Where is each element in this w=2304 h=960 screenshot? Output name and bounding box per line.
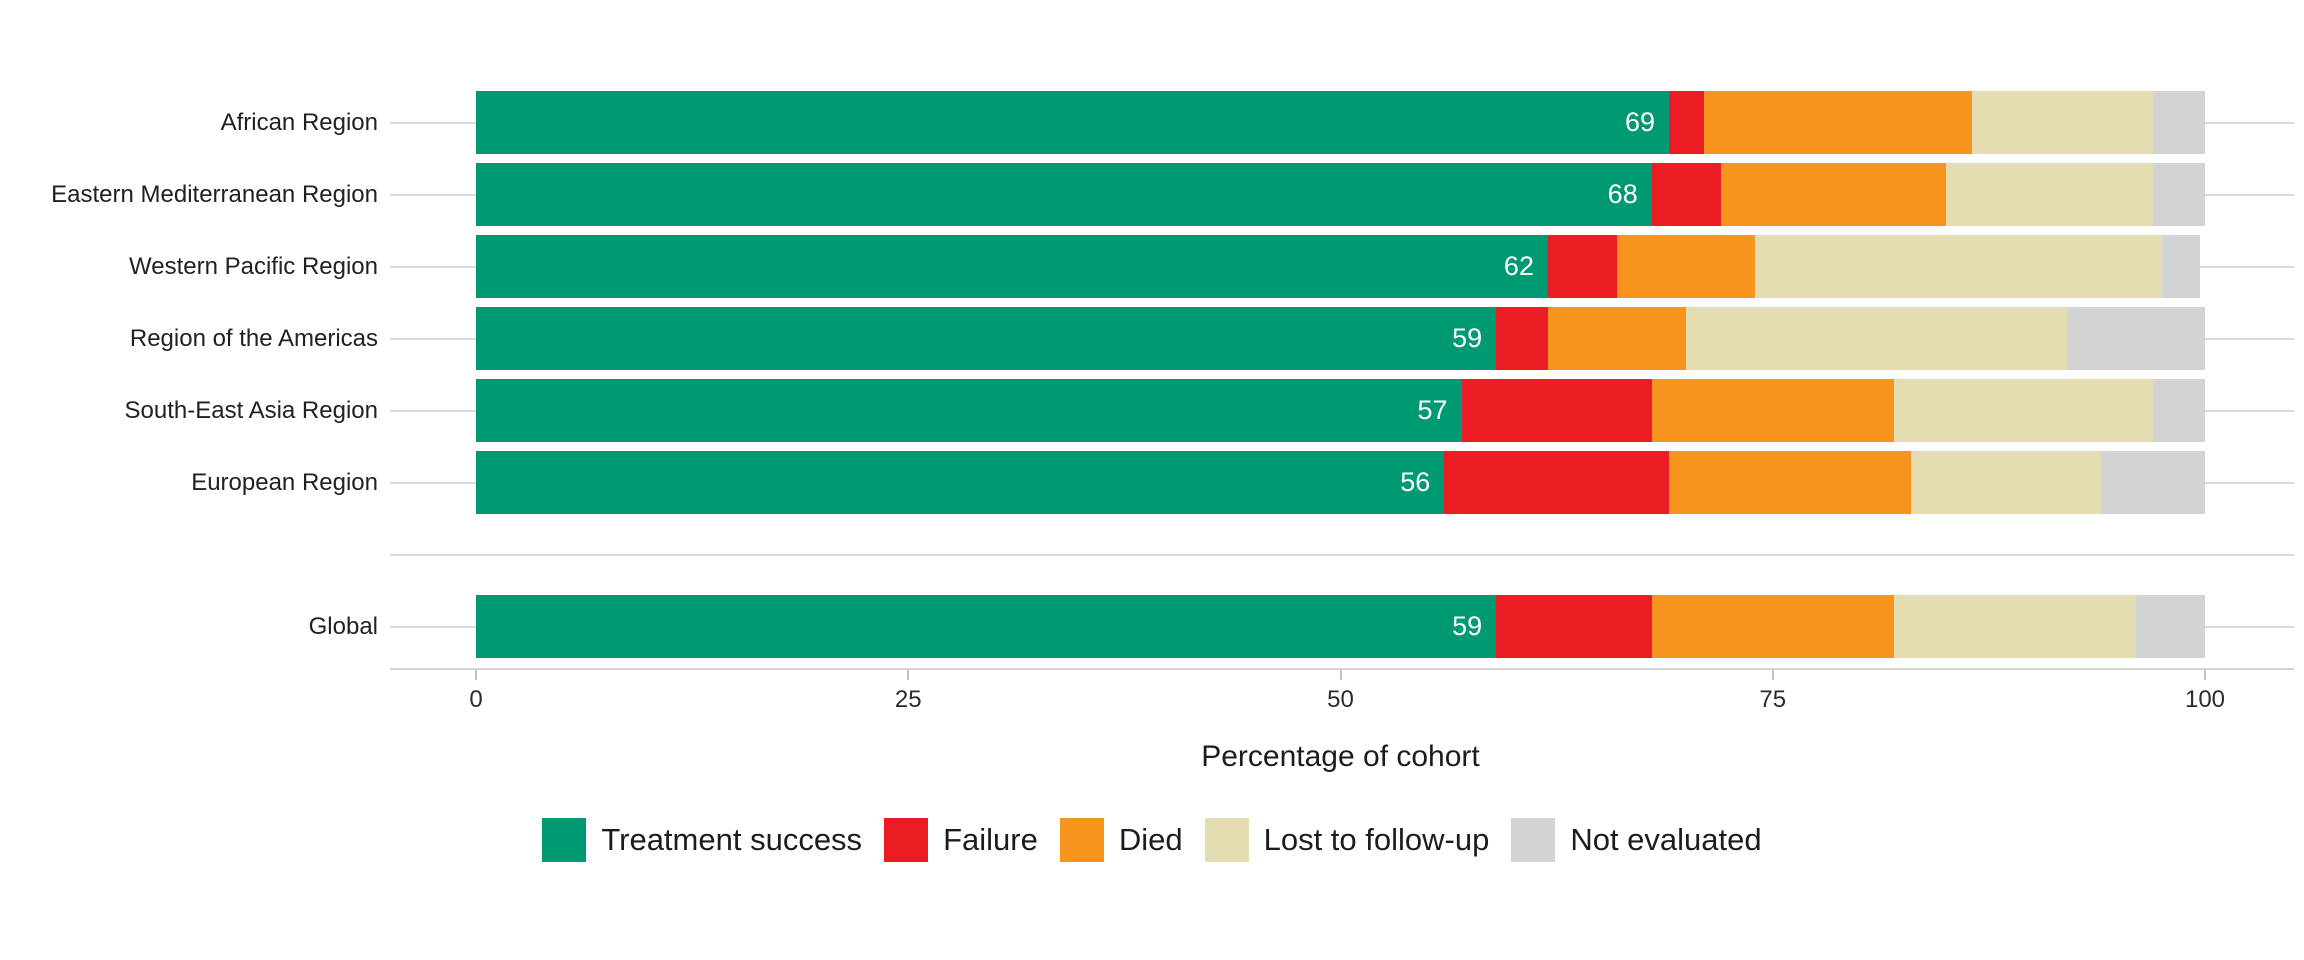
- category-label-south-east-asia-region: South-East Asia Region: [124, 397, 379, 424]
- x-tick-label: 100: [2184, 686, 2226, 713]
- x-tick-mark: [475, 670, 477, 680]
- bar-segment-treatment-success: [476, 235, 1548, 298]
- legend-item-lost-to-follow-up: Lost to follow-up: [1204, 818, 1490, 862]
- legend-label-treatment-success: Treatment success: [601, 822, 863, 857]
- legend-label-lost-to-follow-up: Lost to follow-up: [1263, 822, 1490, 857]
- legend-swatch-treatment-success: [542, 818, 587, 862]
- x-tick-mark: [2204, 670, 2206, 680]
- bar-segment-lost-to-follow-up: [1755, 235, 2162, 298]
- bar-segment-died: [1651, 595, 1894, 658]
- bar-segment-treatment-success: [476, 451, 1445, 514]
- category-label-eastern-mediterranean-region: Eastern Mediterranean Region: [51, 181, 378, 208]
- bar-segment-failure: [1651, 163, 1721, 226]
- legend-swatch-died: [1059, 818, 1104, 862]
- x-axis-line: [390, 668, 2294, 670]
- bar-segment-died: [1651, 379, 1894, 442]
- bar-segment-failure: [1496, 595, 1652, 658]
- bar-segment-not-evaluated: [2153, 379, 2205, 442]
- bar-segment-treatment-success: [476, 91, 1669, 154]
- category-label-european-region: European Region: [191, 469, 378, 496]
- bar-segment-treatment-success: [476, 379, 1462, 442]
- x-tick-label: 75: [1759, 686, 1787, 713]
- category-label-global: Global: [308, 613, 378, 640]
- bar-segment-failure: [1547, 235, 1618, 298]
- bar-value-label: 59: [1452, 611, 1483, 641]
- x-tick-label: 0: [469, 686, 483, 713]
- bar-segment-not-evaluated: [2066, 307, 2205, 370]
- category-label-western-pacific-region: Western Pacific Region: [129, 253, 378, 280]
- legend-swatch-not-evaluated: [1511, 818, 1556, 862]
- bar-segment-died: [1617, 235, 1756, 298]
- bar-segment-lost-to-follow-up: [1686, 307, 2067, 370]
- legend-label-failure: Failure: [943, 822, 1038, 857]
- legend-swatch-failure: [884, 818, 929, 862]
- bar-value-label: 69: [1624, 107, 1655, 137]
- legend-label-not-evaluated: Not evaluated: [1570, 822, 1762, 857]
- bar-value-label: 57: [1417, 395, 1448, 425]
- legend-item-died: Died: [1059, 818, 1183, 862]
- x-tick-mark: [1771, 670, 1774, 680]
- bar-segment-treatment-success: [476, 307, 1497, 370]
- legend-item-treatment-success: Treatment success: [542, 818, 862, 862]
- x-axis-title: Percentage of cohort: [1201, 740, 1480, 773]
- bar-value-label: 62: [1503, 251, 1534, 281]
- chart-legend: Treatment success Failure Died Lost to foll…: [0, 818, 2304, 862]
- bar-segment-failure: [1669, 91, 1704, 154]
- category-label-african-region: African Region: [220, 109, 378, 136]
- bar-segment-died: [1669, 451, 1912, 514]
- bar-value-label: 56: [1400, 467, 1431, 497]
- bar-segment-not-evaluated: [2101, 451, 2205, 514]
- bar-segment-not-evaluated: [2153, 91, 2205, 154]
- bar-value-label: 59: [1452, 323, 1483, 353]
- bar-value-label: 68: [1607, 179, 1638, 209]
- x-tick-mark: [1339, 670, 1342, 680]
- bar-segment-failure: [1496, 307, 1548, 370]
- bar-segment-failure: [1444, 451, 1669, 514]
- x-tick-label: 50: [1327, 686, 1354, 713]
- bar-segment-lost-to-follow-up: [1945, 163, 2154, 226]
- x-tick-mark: [907, 670, 910, 680]
- legend-item-not-evaluated: Not evaluated: [1511, 818, 1762, 862]
- legend-item-failure: Failure: [884, 818, 1038, 862]
- bar-segment-lost-to-follow-up: [1911, 451, 2102, 514]
- bar-segment-not-evaluated: [2135, 595, 2205, 658]
- bar-segment-not-evaluated: [2161, 235, 2200, 298]
- bar-segment-died: [1547, 307, 1687, 370]
- bar-segment-died: [1703, 91, 1972, 154]
- bar-segment-not-evaluated: [2153, 163, 2205, 226]
- x-tick-label: 25: [894, 686, 922, 713]
- bar-segment-lost-to-follow-up: [1893, 379, 2154, 442]
- spacer-gridline: [390, 553, 2294, 556]
- bar-segment-failure: [1461, 379, 1652, 442]
- bar-segment-lost-to-follow-up: [1971, 91, 2154, 154]
- legend-swatch-lost-to-follow-up: [1204, 818, 1249, 862]
- bar-segment-treatment-success: [476, 163, 1652, 226]
- category-label-region-of-the-americas: Region of the Americas: [129, 325, 378, 352]
- bar-segment-died: [1720, 163, 1946, 226]
- legend-label-died: Died: [1118, 822, 1183, 857]
- bar-segment-treatment-success: [476, 595, 1497, 658]
- bar-segment-lost-to-follow-up: [1893, 595, 2136, 658]
